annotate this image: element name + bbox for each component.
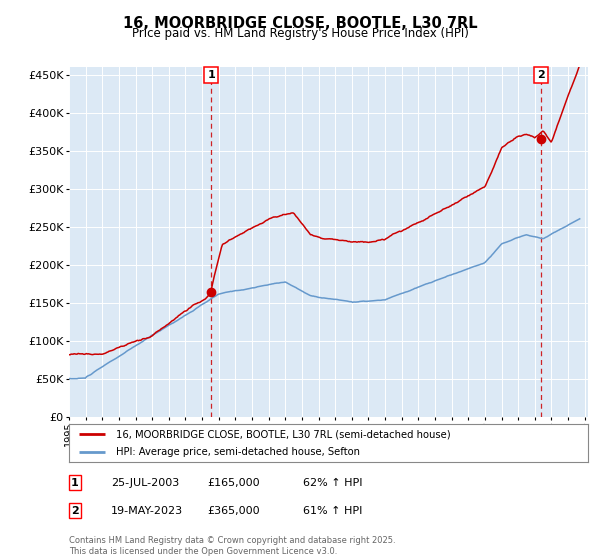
Text: 62% ↑ HPI: 62% ↑ HPI xyxy=(303,478,362,488)
Text: 2: 2 xyxy=(71,506,79,516)
Text: 25-JUL-2003: 25-JUL-2003 xyxy=(111,478,179,488)
Text: Contains HM Land Registry data © Crown copyright and database right 2025.
This d: Contains HM Land Registry data © Crown c… xyxy=(69,536,395,556)
Text: 16, MOORBRIDGE CLOSE, BOOTLE, L30 7RL: 16, MOORBRIDGE CLOSE, BOOTLE, L30 7RL xyxy=(122,16,478,31)
Text: 1: 1 xyxy=(208,70,215,80)
Text: £165,000: £165,000 xyxy=(207,478,260,488)
Text: HPI: Average price, semi-detached house, Sefton: HPI: Average price, semi-detached house,… xyxy=(116,447,360,457)
Text: Price paid vs. HM Land Registry's House Price Index (HPI): Price paid vs. HM Land Registry's House … xyxy=(131,27,469,40)
Text: 2: 2 xyxy=(537,70,545,80)
Text: £365,000: £365,000 xyxy=(207,506,260,516)
Text: 61% ↑ HPI: 61% ↑ HPI xyxy=(303,506,362,516)
Text: 1: 1 xyxy=(71,478,79,488)
Text: 19-MAY-2023: 19-MAY-2023 xyxy=(111,506,183,516)
Text: 16, MOORBRIDGE CLOSE, BOOTLE, L30 7RL (semi-detached house): 16, MOORBRIDGE CLOSE, BOOTLE, L30 7RL (s… xyxy=(116,429,451,439)
